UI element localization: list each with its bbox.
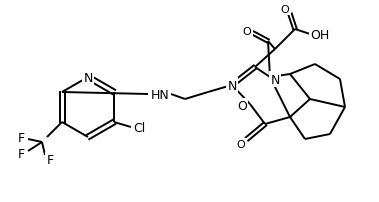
Text: N: N (83, 71, 93, 84)
Text: O: O (236, 139, 245, 149)
Text: O: O (243, 27, 251, 37)
Text: N: N (227, 79, 237, 92)
Text: OH: OH (310, 28, 330, 41)
Text: HN: HN (150, 88, 169, 101)
Text: F: F (17, 131, 25, 144)
Text: N: N (270, 73, 280, 86)
Text: O: O (280, 5, 290, 15)
Text: F: F (47, 154, 53, 167)
Text: O: O (237, 100, 247, 113)
Text: Cl: Cl (133, 121, 145, 134)
Text: F: F (17, 148, 25, 161)
